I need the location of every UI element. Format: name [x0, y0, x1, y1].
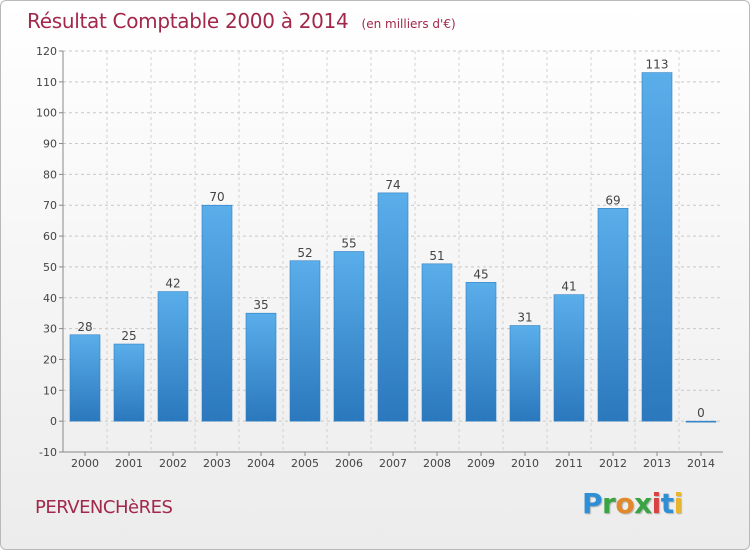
y-tick-label: 40 — [43, 292, 57, 305]
x-tick-label: 2000 — [71, 457, 99, 470]
bar — [509, 325, 541, 422]
bar — [69, 334, 101, 422]
y-tick-label: 60 — [43, 230, 57, 243]
y-tick-label: 70 — [43, 199, 57, 212]
x-tick-label: 2005 — [291, 457, 319, 470]
bar — [597, 208, 629, 422]
x-tick-label: 2009 — [467, 457, 495, 470]
bar — [333, 251, 365, 422]
y-tick-label: 110 — [36, 76, 57, 89]
y-tick-label: 120 — [36, 45, 57, 58]
data-label: 113 — [646, 58, 669, 72]
chart-title: Résultat Comptable 2000 à 2014 — [27, 9, 349, 33]
data-label: 41 — [561, 280, 576, 294]
y-tick-label: 0 — [50, 415, 57, 428]
bars — [69, 72, 717, 423]
data-label: 25 — [121, 329, 136, 343]
y-tick-label: 20 — [43, 353, 57, 366]
x-tick-label: 2010 — [511, 457, 539, 470]
data-label: 70 — [209, 190, 224, 204]
bar — [377, 192, 409, 422]
bar — [157, 291, 189, 422]
x-tick-label: 2011 — [555, 457, 583, 470]
x-tick-label: 2006 — [335, 457, 363, 470]
x-tick-label: 2007 — [379, 457, 407, 470]
data-label: 28 — [77, 320, 92, 334]
place-name: PERVENCHèRES — [35, 497, 173, 518]
y-tick-label: 50 — [43, 261, 57, 274]
data-label: 74 — [385, 178, 400, 192]
bar — [201, 204, 233, 422]
bar — [465, 282, 497, 422]
x-tick-label: 2013 — [643, 457, 671, 470]
data-label: 69 — [605, 193, 620, 207]
bar — [421, 263, 453, 422]
y-tick-label: 30 — [43, 323, 57, 336]
proxiti-logo: Proxiti — [582, 487, 683, 520]
data-label: 51 — [429, 249, 444, 263]
x-tick-label: 2008 — [423, 457, 451, 470]
data-label: 42 — [165, 277, 180, 291]
y-tick-label: -10 — [39, 446, 57, 459]
x-tick-label: 2003 — [203, 457, 231, 470]
title-row: Résultat Comptable 2000 à 2014 (en milli… — [27, 9, 456, 33]
labels: -10 0 10 20 30 40 50 60 70 80 90 100 110 120 28 2000 25 2… — [36, 45, 715, 470]
x-tick-label: 2002 — [159, 457, 187, 470]
bar — [289, 260, 321, 422]
bar — [113, 343, 145, 422]
y-tick-label: 90 — [43, 138, 57, 151]
bar — [245, 312, 277, 422]
bar — [641, 72, 673, 422]
bar — [553, 294, 585, 422]
x-tick-label: 2012 — [599, 457, 627, 470]
x-tick-label: 2001 — [115, 457, 143, 470]
data-label: 0 — [697, 406, 705, 420]
axes — [59, 50, 723, 456]
data-label: 35 — [253, 298, 268, 312]
data-label: 45 — [473, 267, 488, 281]
bar — [685, 420, 717, 423]
data-label: 55 — [341, 237, 356, 251]
data-label: 31 — [517, 311, 532, 325]
data-label: 52 — [297, 246, 312, 260]
x-tick-label: 2004 — [247, 457, 275, 470]
y-tick-label: 100 — [36, 107, 57, 120]
y-tick-label: 80 — [43, 168, 57, 181]
y-tick-label: 10 — [43, 384, 57, 397]
chart-subtitle: (en milliers d'€) — [361, 17, 456, 31]
x-tick-label: 2014 — [687, 457, 715, 470]
